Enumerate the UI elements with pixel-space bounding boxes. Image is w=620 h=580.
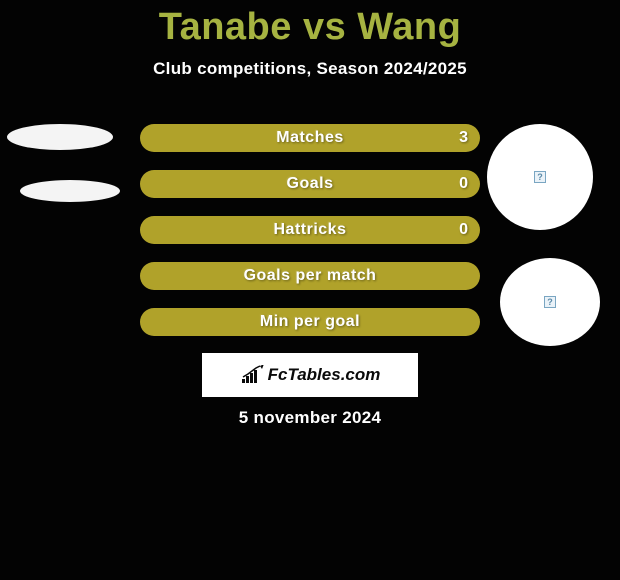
image-placeholder-icon: ? bbox=[534, 171, 546, 183]
stat-label: Goals per match bbox=[140, 267, 480, 285]
stat-label: Matches bbox=[140, 129, 480, 147]
stat-row-goals: Goals 0 bbox=[140, 170, 480, 198]
page-title: Tanabe vs Wang bbox=[0, 0, 620, 49]
stat-label: Goals bbox=[140, 175, 480, 193]
stat-row-hattricks: Hattricks 0 bbox=[140, 216, 480, 244]
source-badge: FcTables.com bbox=[202, 353, 418, 397]
stat-label: Hattricks bbox=[140, 221, 480, 239]
subtitle: Club competitions, Season 2024/2025 bbox=[0, 59, 620, 79]
stat-value: 3 bbox=[459, 129, 468, 147]
player-left-placeholder-2 bbox=[20, 180, 120, 202]
stat-label: Min per goal bbox=[140, 313, 480, 331]
date-label: 5 november 2024 bbox=[0, 408, 620, 428]
stats-container: Matches 3 Goals 0 Hattricks 0 Goals per … bbox=[140, 124, 480, 354]
stat-value: 0 bbox=[459, 221, 468, 239]
player-right-avatar-2: ? bbox=[500, 258, 600, 346]
source-badge-label: FcTables.com bbox=[268, 365, 381, 385]
stat-row-gpm: Goals per match bbox=[140, 262, 480, 290]
stat-value: 0 bbox=[459, 175, 468, 193]
stat-row-mpg: Min per goal bbox=[140, 308, 480, 336]
chart-icon bbox=[240, 365, 266, 385]
player-left-placeholder-1 bbox=[7, 124, 113, 150]
image-placeholder-icon: ? bbox=[544, 296, 556, 308]
player-right-avatar-1: ? bbox=[487, 124, 593, 230]
stat-row-matches: Matches 3 bbox=[140, 124, 480, 152]
